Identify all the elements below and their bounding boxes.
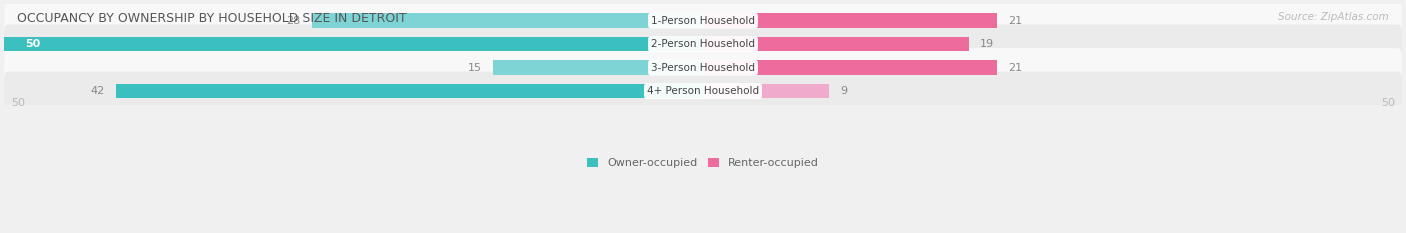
Bar bbox=[703, 13, 997, 28]
Text: 2-Person Household: 2-Person Household bbox=[651, 39, 755, 49]
Text: Source: ZipAtlas.com: Source: ZipAtlas.com bbox=[1278, 12, 1389, 22]
Text: 21: 21 bbox=[1008, 16, 1022, 26]
Text: 3-Person Household: 3-Person Household bbox=[651, 63, 755, 73]
FancyBboxPatch shape bbox=[4, 72, 1402, 111]
Text: 15: 15 bbox=[468, 63, 482, 73]
Bar bbox=[115, 84, 703, 98]
Text: OCCUPANCY BY OWNERSHIP BY HOUSEHOLD SIZE IN DETROIT: OCCUPANCY BY OWNERSHIP BY HOUSEHOLD SIZE… bbox=[17, 12, 406, 25]
Bar bbox=[703, 60, 997, 75]
Text: 50: 50 bbox=[25, 39, 41, 49]
FancyBboxPatch shape bbox=[4, 48, 1402, 87]
Text: 50: 50 bbox=[1381, 98, 1395, 108]
Text: 1-Person Household: 1-Person Household bbox=[651, 16, 755, 26]
Bar bbox=[4, 37, 703, 51]
Text: 4+ Person Household: 4+ Person Household bbox=[647, 86, 759, 96]
Text: 9: 9 bbox=[839, 86, 846, 96]
Text: 19: 19 bbox=[980, 39, 994, 49]
Bar bbox=[703, 37, 969, 51]
Legend: Owner-occupied, Renter-occupied: Owner-occupied, Renter-occupied bbox=[582, 153, 824, 172]
Text: 50: 50 bbox=[11, 98, 25, 108]
Bar bbox=[312, 13, 703, 28]
FancyBboxPatch shape bbox=[4, 25, 1402, 64]
Bar bbox=[703, 84, 828, 98]
Bar bbox=[494, 60, 703, 75]
Text: 21: 21 bbox=[1008, 63, 1022, 73]
Text: 28: 28 bbox=[287, 16, 301, 26]
Text: 42: 42 bbox=[90, 86, 105, 96]
FancyBboxPatch shape bbox=[4, 1, 1402, 40]
